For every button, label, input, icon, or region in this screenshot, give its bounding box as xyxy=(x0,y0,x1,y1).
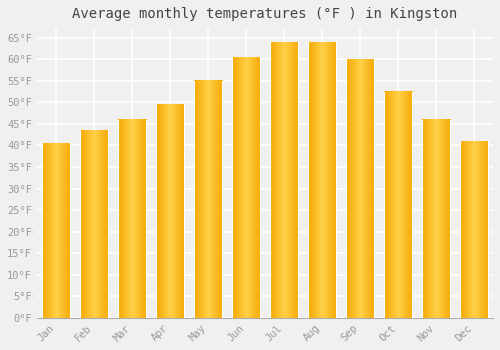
Title: Average monthly temperatures (°F ) in Kingston: Average monthly temperatures (°F ) in Ki… xyxy=(72,7,458,21)
